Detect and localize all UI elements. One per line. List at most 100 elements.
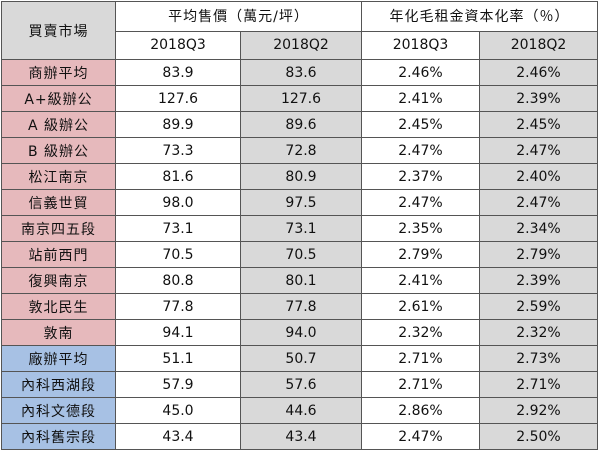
price-2018q3-cell: 73.1 xyxy=(115,215,241,242)
market-name-cell: 內科西湖段 xyxy=(1,371,116,398)
period-header-price-q3: 2018Q3 xyxy=(115,30,241,60)
market-name-cell: B 級辦公 xyxy=(1,137,116,164)
cap-rate-2018q3-cell: 2.86% xyxy=(361,397,480,424)
price-2018q3-cell: 83.9 xyxy=(115,59,241,86)
market-name-cell: 復興南京 xyxy=(1,267,116,294)
cap-rate-2018q2-cell: 2.34% xyxy=(479,215,598,242)
price-2018q3-cell: 77.8 xyxy=(115,293,241,320)
cap-rate-2018q3-cell: 2.71% xyxy=(361,371,480,398)
market-name-cell: 商辦平均 xyxy=(1,59,116,86)
cap-rate-2018q2-cell: 2.39% xyxy=(479,267,598,294)
price-2018q2-cell: 80.9 xyxy=(240,163,362,190)
cap-rate-2018q3-cell: 2.41% xyxy=(361,267,480,294)
table-row: 松江南京 81.6 80.9 2.37% 2.40% xyxy=(1,163,598,190)
market-name-cell: 內科文德段 xyxy=(1,397,116,424)
cap-rate-2018q3-cell: 2.71% xyxy=(361,345,480,372)
cap-rate-2018q2-cell: 2.71% xyxy=(479,371,598,398)
table-row: 敦北民生 77.8 77.8 2.61% 2.59% xyxy=(1,293,598,320)
market-name-cell: 信義世貿 xyxy=(1,189,116,216)
cap-rate-2018q2-cell: 2.59% xyxy=(479,293,598,320)
cap-rate-2018q2-cell: 2.39% xyxy=(479,85,598,112)
table-row: 敦南 94.1 94.0 2.32% 2.32% xyxy=(1,319,598,346)
cap-rate-2018q2-cell: 2.92% xyxy=(479,397,598,424)
cap-rate-2018q3-cell: 2.45% xyxy=(361,111,480,138)
cap-rate-2018q3-cell: 2.46% xyxy=(361,59,480,86)
price-2018q2-cell: 72.8 xyxy=(240,137,362,164)
cap-rate-2018q3-cell: 2.47% xyxy=(361,137,480,164)
cap-rate-2018q2-cell: 2.50% xyxy=(479,423,598,450)
price-2018q3-cell: 89.9 xyxy=(115,111,241,138)
price-2018q2-cell: 50.7 xyxy=(240,345,362,372)
market-name-cell: 南京四五段 xyxy=(1,215,116,242)
market-column-header: 買賣市場 xyxy=(1,1,116,60)
cap-rate-2018q3-cell: 2.37% xyxy=(361,163,480,190)
price-2018q3-cell: 80.8 xyxy=(115,267,241,294)
table-row: 南京四五段 73.1 73.1 2.35% 2.34% xyxy=(1,215,598,242)
price-2018q3-cell: 45.0 xyxy=(115,397,241,424)
price-2018q2-cell: 83.6 xyxy=(240,59,362,86)
price-2018q2-cell: 80.1 xyxy=(240,267,362,294)
market-name-cell: 松江南京 xyxy=(1,163,116,190)
price-2018q3-cell: 51.1 xyxy=(115,345,241,372)
cap-rate-2018q3-cell: 2.47% xyxy=(361,189,480,216)
price-2018q3-cell: 127.6 xyxy=(115,85,241,112)
price-2018q2-cell: 70.5 xyxy=(240,241,362,268)
cap-rate-2018q2-cell: 2.32% xyxy=(479,319,598,346)
price-2018q3-cell: 73.3 xyxy=(115,137,241,164)
price-2018q2-cell: 89.6 xyxy=(240,111,362,138)
average-price-group-header: 平均售價（萬元/坪） xyxy=(115,1,362,32)
table-row: 信義世貿 98.0 97.5 2.47% 2.47% xyxy=(1,189,598,216)
price-2018q2-cell: 94.0 xyxy=(240,319,362,346)
cap-rate-2018q3-cell: 2.47% xyxy=(361,423,480,450)
market-price-table: 買賣市場 平均售價（萬元/坪） 年化毛租金資本化率（％） 2018Q3 2018… xyxy=(1,1,598,450)
price-2018q3-cell: 94.1 xyxy=(115,319,241,346)
table-row: 復興南京 80.8 80.1 2.41% 2.39% xyxy=(1,267,598,294)
price-2018q2-cell: 77.8 xyxy=(240,293,362,320)
cap-rate-group-header: 年化毛租金資本化率（％） xyxy=(361,1,598,32)
period-header-yield-q2: 2018Q2 xyxy=(479,30,598,60)
price-2018q3-cell: 43.4 xyxy=(115,423,241,450)
cap-rate-2018q2-cell: 2.73% xyxy=(479,345,598,372)
cap-rate-2018q3-cell: 2.35% xyxy=(361,215,480,242)
period-header-yield-q3: 2018Q3 xyxy=(361,30,480,60)
price-2018q3-cell: 81.6 xyxy=(115,163,241,190)
price-2018q2-cell: 97.5 xyxy=(240,189,362,216)
cap-rate-2018q2-cell: 2.47% xyxy=(479,137,598,164)
market-name-cell: A+級辦公 xyxy=(1,85,116,112)
price-2018q3-cell: 57.9 xyxy=(115,371,241,398)
cap-rate-2018q3-cell: 2.61% xyxy=(361,293,480,320)
cap-rate-2018q2-cell: 2.40% xyxy=(479,163,598,190)
price-2018q2-cell: 127.6 xyxy=(240,85,362,112)
table-row: 商辦平均 83.9 83.6 2.46% 2.46% xyxy=(1,59,598,86)
price-2018q2-cell: 44.6 xyxy=(240,397,362,424)
cap-rate-2018q3-cell: 2.32% xyxy=(361,319,480,346)
table-row: 內科西湖段 57.9 57.6 2.71% 2.71% xyxy=(1,371,598,398)
price-2018q2-cell: 73.1 xyxy=(240,215,362,242)
price-2018q2-cell: 43.4 xyxy=(240,423,362,450)
period-header-price-q2: 2018Q2 xyxy=(240,30,362,60)
table-row: 內科文德段 45.0 44.6 2.86% 2.92% xyxy=(1,397,598,424)
table-header: 買賣市場 平均售價（萬元/坪） 年化毛租金資本化率（％） 2018Q3 2018… xyxy=(1,1,598,60)
table-body: 商辦平均 83.9 83.6 2.46% 2.46% A+級辦公 127.6 127.6 2.4… xyxy=(1,59,598,450)
price-2018q3-cell: 70.5 xyxy=(115,241,241,268)
market-name-cell: 站前西門 xyxy=(1,241,116,268)
market-name-cell: 廠辦平均 xyxy=(1,345,116,372)
table-row: A+級辦公 127.6 127.6 2.41% 2.39% xyxy=(1,85,598,112)
table-row: A 級辦公 89.9 89.6 2.45% 2.45% xyxy=(1,111,598,138)
market-name-cell: 內科舊宗段 xyxy=(1,423,116,450)
cap-rate-2018q3-cell: 2.79% xyxy=(361,241,480,268)
market-name-cell: A 級辦公 xyxy=(1,111,116,138)
cap-rate-2018q3-cell: 2.41% xyxy=(361,85,480,112)
price-2018q3-cell: 98.0 xyxy=(115,189,241,216)
cap-rate-2018q2-cell: 2.46% xyxy=(479,59,598,86)
price-2018q2-cell: 57.6 xyxy=(240,371,362,398)
market-name-cell: 敦北民生 xyxy=(1,293,116,320)
table-row: B 級辦公 73.3 72.8 2.47% 2.47% xyxy=(1,137,598,164)
cap-rate-2018q2-cell: 2.47% xyxy=(479,189,598,216)
table-row: 廠辦平均 51.1 50.7 2.71% 2.73% xyxy=(1,345,598,372)
table-row: 內科舊宗段 43.4 43.4 2.47% 2.50% xyxy=(1,423,598,450)
market-name-cell: 敦南 xyxy=(1,319,116,346)
table-row: 站前西門 70.5 70.5 2.79% 2.79% xyxy=(1,241,598,268)
cap-rate-2018q2-cell: 2.45% xyxy=(479,111,598,138)
cap-rate-2018q2-cell: 2.79% xyxy=(479,241,598,268)
